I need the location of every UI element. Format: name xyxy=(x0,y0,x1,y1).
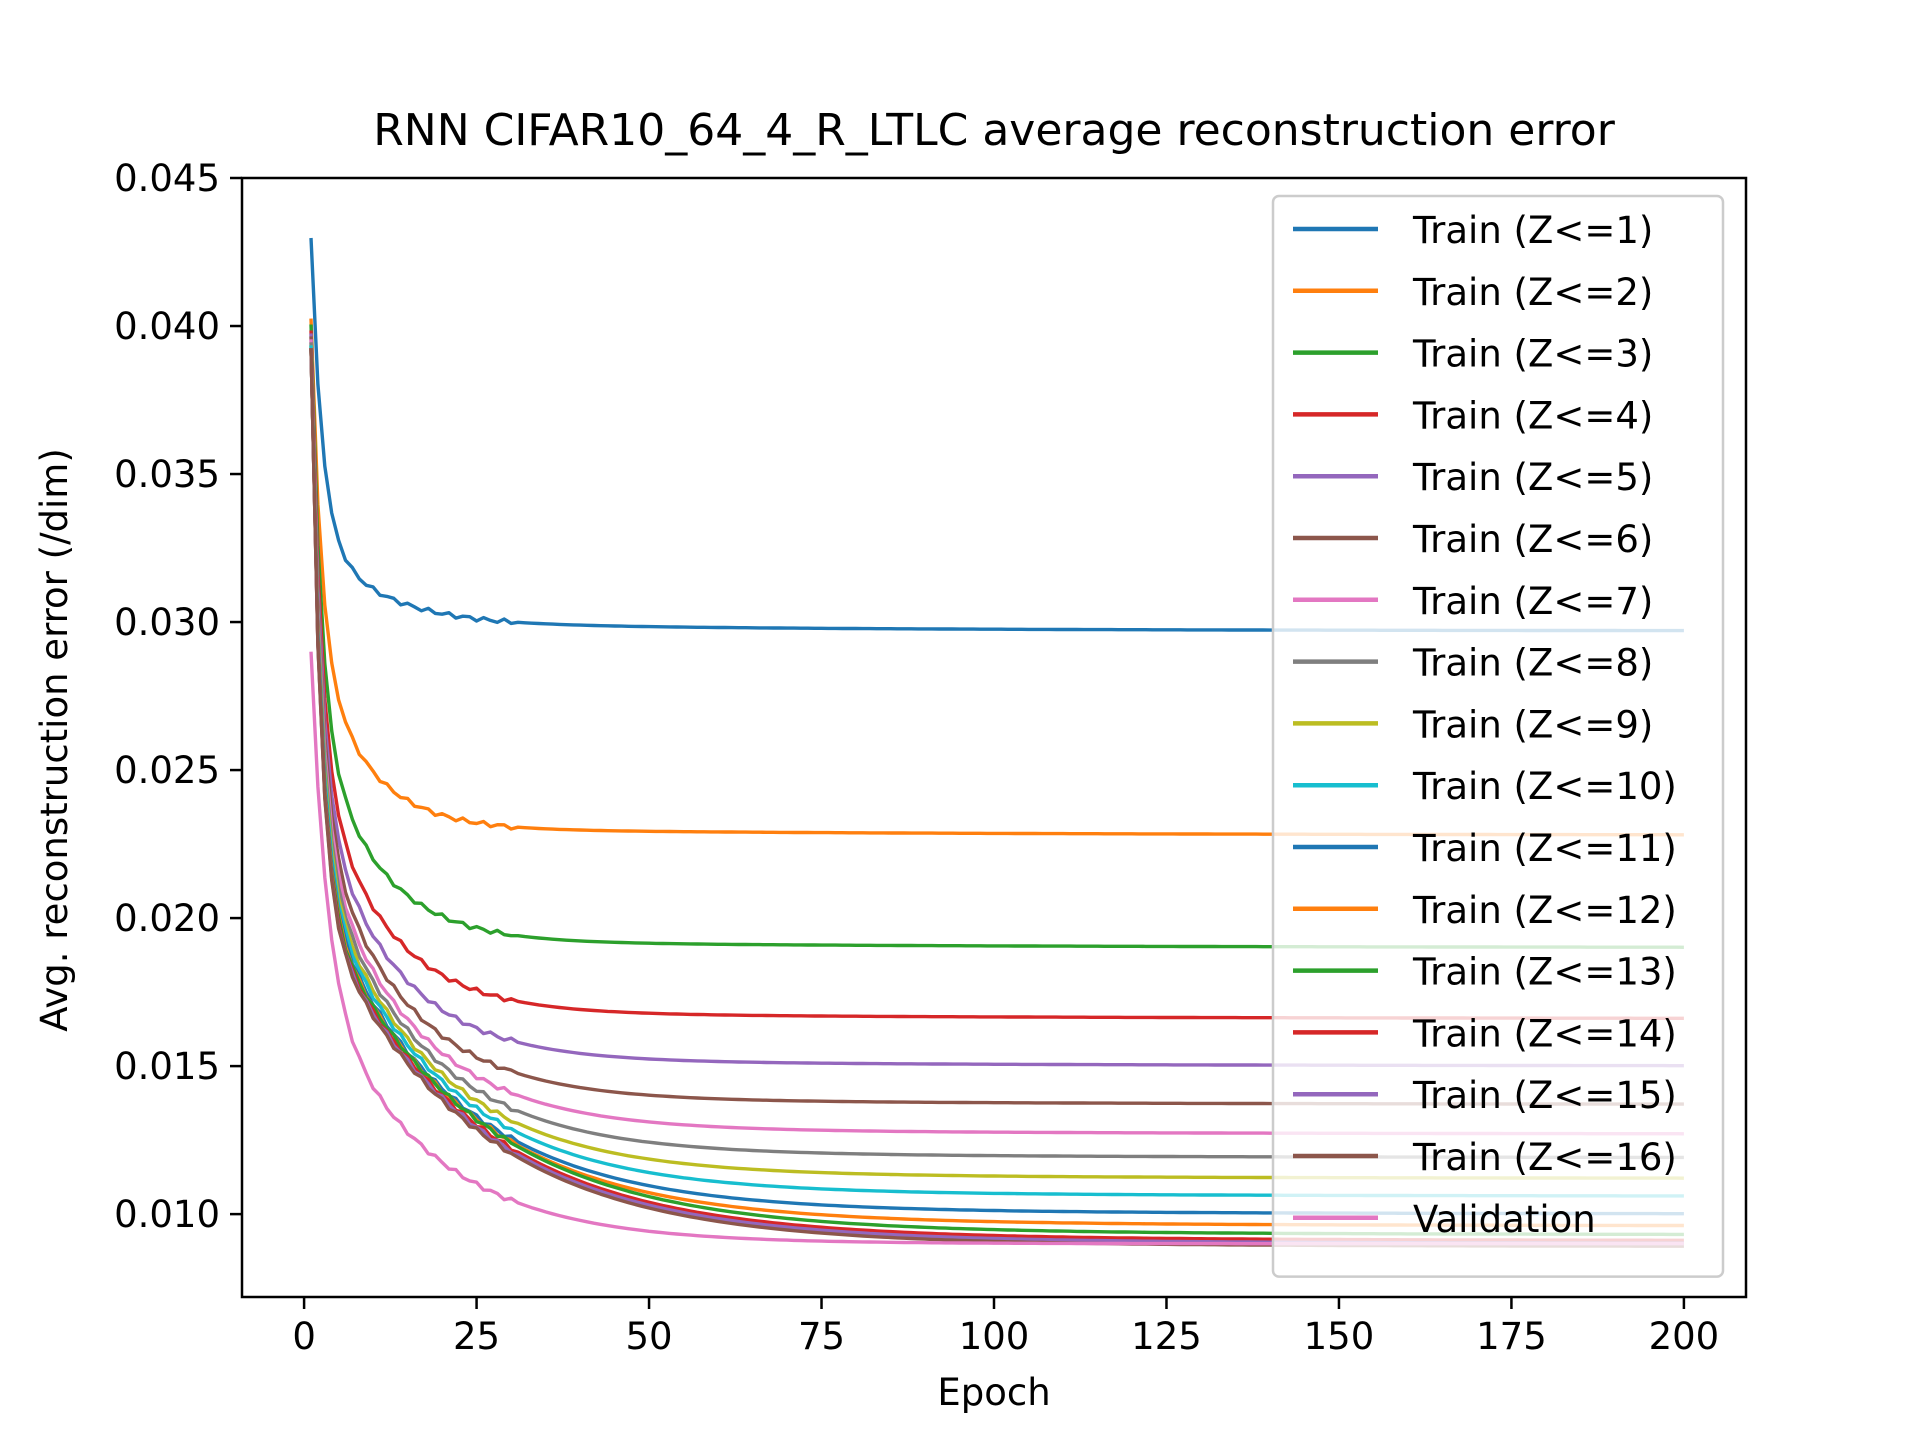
legend: Train (Z<=1) Train (Z<=2) Train (Z<=3) Trai… xyxy=(1271,194,1725,1278)
x-axis-label: Epoch xyxy=(937,1371,1050,1414)
plot-frame xyxy=(240,176,1748,1299)
legend-label: Train (Z<=15) xyxy=(1412,1074,1677,1117)
x-tick-label: 50 xyxy=(625,1315,672,1358)
y-tick-label: 0.045 xyxy=(114,157,220,200)
y-tick-label: 0.010 xyxy=(114,1193,220,1236)
x-tick-label: 125 xyxy=(1131,1315,1202,1358)
legend-label: Train (Z<=1) xyxy=(1412,209,1653,252)
legend-label: Validation xyxy=(1413,1198,1596,1241)
legend-label: Train (Z<=6) xyxy=(1412,518,1653,561)
legend-label: Train (Z<=10) xyxy=(1412,765,1677,808)
x-tick-label: 0 xyxy=(292,1315,316,1358)
legend-box xyxy=(1271,194,1725,1278)
x-tick-label: 75 xyxy=(798,1315,845,1358)
y-tick-label: 0.025 xyxy=(114,749,220,792)
y-tick-label: 0.020 xyxy=(114,897,220,940)
legend-label: Train (Z<=2) xyxy=(1412,271,1653,314)
x-tick-label: 200 xyxy=(1649,1315,1720,1358)
axis-ticks: 0 25 50 75 100 125 150 175 200 0.010 0.015 0.020 0.0… xyxy=(114,157,1719,1358)
legend-label: Train (Z<=7) xyxy=(1412,580,1653,623)
y-tick-label: 0.040 xyxy=(114,305,220,348)
x-tick-label: 150 xyxy=(1304,1315,1375,1358)
x-tick-label: 100 xyxy=(959,1315,1030,1358)
legend-label: Train (Z<=14) xyxy=(1412,1012,1677,1055)
y-tick-label: 0.035 xyxy=(114,453,220,496)
y-tick-label: 0.015 xyxy=(114,1045,220,1088)
y-tick-label: 0.030 xyxy=(114,601,220,644)
y-axis-label: Avg. reconstruction error (/dim) xyxy=(33,448,76,1032)
x-tick-label: 25 xyxy=(453,1315,500,1358)
legend-label: Train (Z<=3) xyxy=(1412,333,1653,376)
chart-title: RNN CIFAR10_64_4_R_LTLC average reconstr… xyxy=(373,105,1615,156)
legend-label: Train (Z<=4) xyxy=(1412,394,1653,437)
legend-label: Train (Z<=9) xyxy=(1412,703,1653,746)
x-tick-label: 175 xyxy=(1476,1315,1547,1358)
legend-label: Train (Z<=13) xyxy=(1412,951,1677,994)
legend-label: Train (Z<=8) xyxy=(1412,642,1653,685)
legend-label: Train (Z<=11) xyxy=(1412,827,1677,870)
legend-label: Train (Z<=16) xyxy=(1412,1136,1677,1179)
legend-label: Train (Z<=5) xyxy=(1412,456,1653,499)
legend-label: Train (Z<=12) xyxy=(1412,889,1677,932)
